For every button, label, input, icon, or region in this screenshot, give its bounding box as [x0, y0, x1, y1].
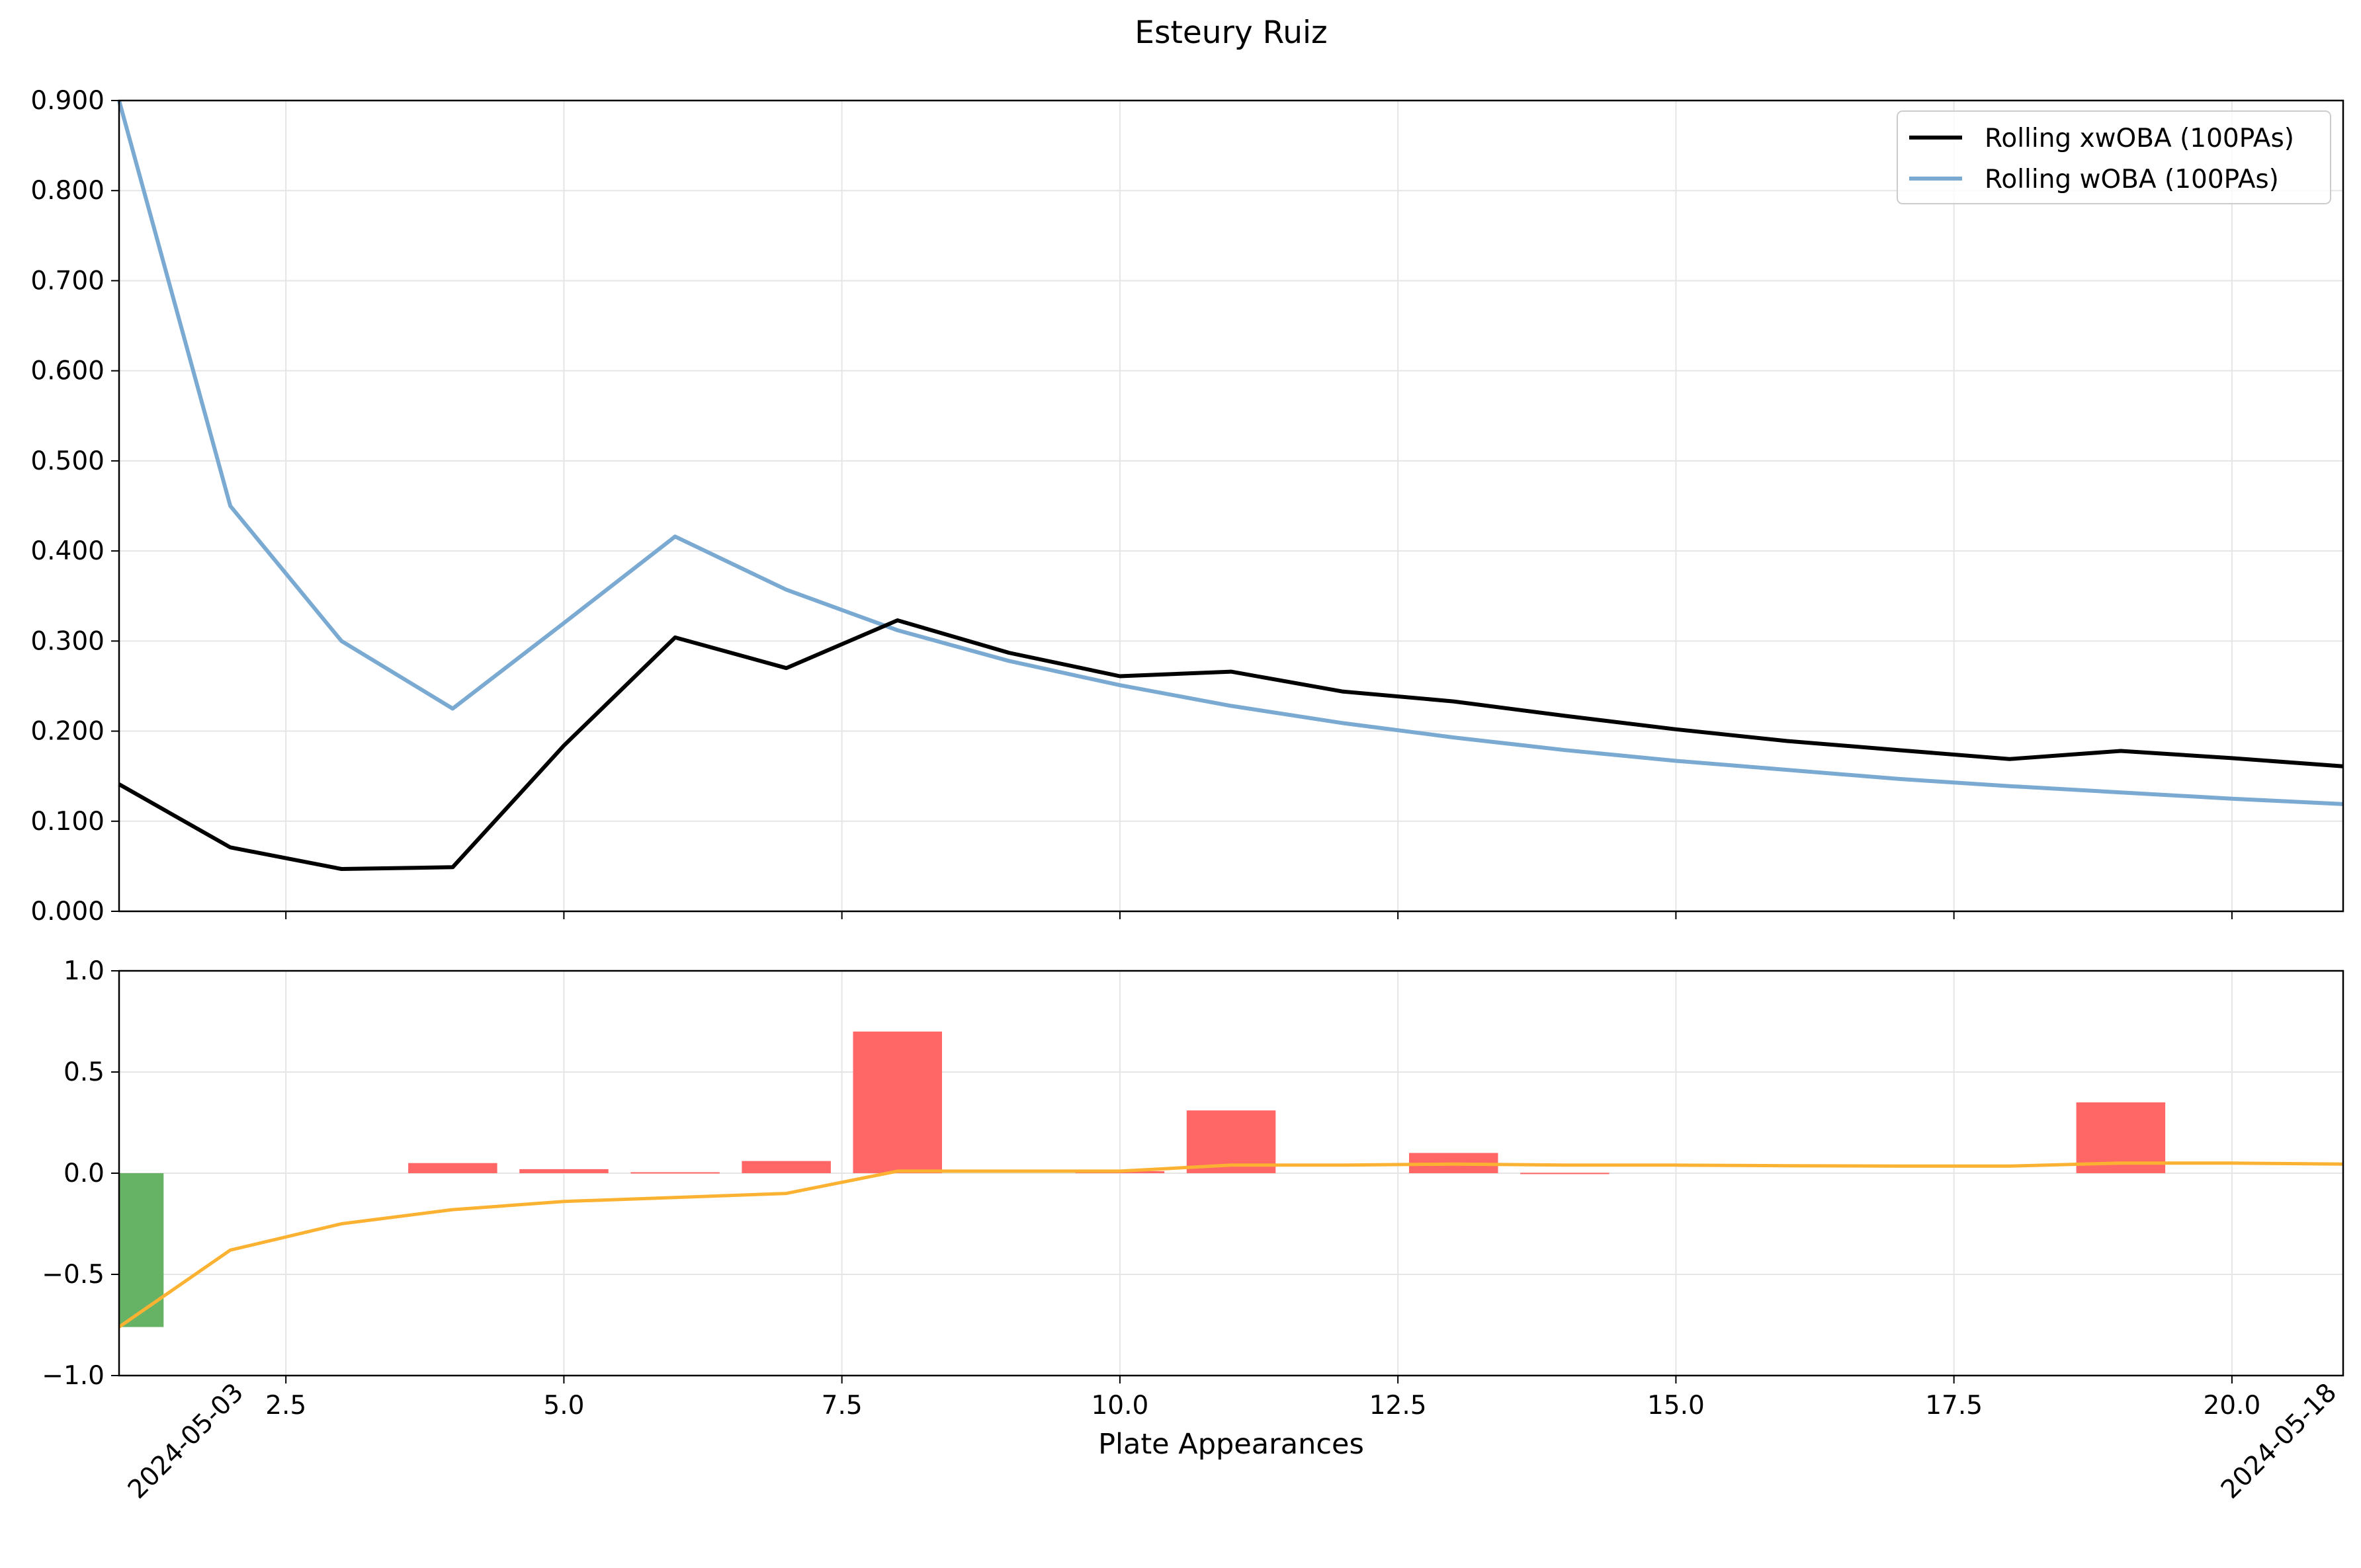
bar — [519, 1169, 609, 1173]
bottom-y-axis: −1.0 −0.5 0.0 0.5 1.0 — [42, 956, 119, 1391]
bottom-panel: −1.0 −0.5 0.0 0.5 1.0 2.5 5.0 7.5 10.0 12.5 15.0 1… — [42, 956, 2344, 1505]
cumulative-difference-line — [118, 1161, 2344, 1329]
top-y-tick-label: 0.400 — [30, 536, 105, 566]
bottom-y-tick-label: −1.0 — [42, 1361, 105, 1391]
top-y-tick-label: 0.200 — [30, 717, 105, 747]
bar — [1520, 1173, 1610, 1175]
bottom-x-tick-label: 15.0 — [1647, 1391, 1705, 1421]
top-plot-frame — [118, 99, 2344, 913]
top-y-tick-label: 0.100 — [30, 807, 105, 837]
bottom-x-tick-label: 20.0 — [2203, 1391, 2260, 1421]
bar — [742, 1161, 831, 1173]
legend-label: Rolling wOBA (100PAs) — [1985, 165, 2279, 194]
bottom-line — [118, 1161, 2344, 1329]
top-grid — [119, 100, 2343, 912]
top-panel: 0.000 0.100 0.200 0.300 0.400 0.500 0.600 0.700… — [30, 86, 2344, 927]
bottom-y-tick-label: −0.5 — [42, 1260, 105, 1290]
top-x-ticks — [285, 911, 2233, 919]
bottom-y-tick-label: 0.0 — [64, 1159, 105, 1188]
bottom-x-tick-label: 2.5 — [265, 1391, 306, 1421]
legend-box — [1897, 110, 2331, 204]
top-y-tick-label: 0.300 — [30, 626, 105, 656]
bottom-bars — [119, 1031, 2166, 1327]
bottom-x-tick-label: 10.0 — [1091, 1391, 1148, 1421]
bar — [2076, 1102, 2166, 1173]
bottom-plot-frame — [118, 970, 2344, 1377]
bottom-x-tick-label: 5.0 — [543, 1391, 584, 1421]
bar — [1186, 1110, 1276, 1173]
bottom-x-tick-label: 12.5 — [1369, 1391, 1427, 1421]
top-series — [117, 100, 2344, 871]
top-y-axis: 0.000 0.100 0.200 0.300 0.400 0.500 0.600 0.700… — [30, 86, 119, 927]
top-y-tick-label: 0.800 — [30, 176, 105, 206]
top-y-tick-label: 0.700 — [30, 266, 105, 296]
x-axis-label: Plate Appearances — [1098, 1428, 1364, 1461]
bottom-y-tick-label: 1.0 — [64, 956, 105, 986]
bottom-x-tick-label: 7.5 — [822, 1391, 863, 1421]
bottom-x-axis: 2.5 5.0 7.5 10.0 12.5 15.0 17.5 20.0 — [265, 1376, 2260, 1421]
bar — [630, 1172, 720, 1174]
date-label: 2024-05-03 — [122, 1378, 249, 1505]
top-y-tick-label: 0.000 — [30, 897, 105, 927]
top-y-tick-label: 0.500 — [30, 446, 105, 476]
series-line-woba — [117, 100, 2344, 806]
bar — [408, 1163, 497, 1173]
series-line-xwoba — [118, 618, 2344, 871]
top-y-tick-label: 0.600 — [30, 356, 105, 386]
legend: Rolling xwOBA (100PAs) Rolling wOBA (100P… — [1897, 110, 2331, 204]
bottom-y-tick-label: 0.5 — [64, 1057, 105, 1087]
bar — [853, 1031, 942, 1173]
chart-title: Esteury Ruiz — [1135, 15, 1327, 51]
top-y-tick-label: 0.900 — [30, 86, 105, 116]
bottom-x-tick-label: 17.5 — [1925, 1391, 1983, 1421]
legend-label: Rolling xwOBA (100PAs) — [1985, 124, 2294, 153]
